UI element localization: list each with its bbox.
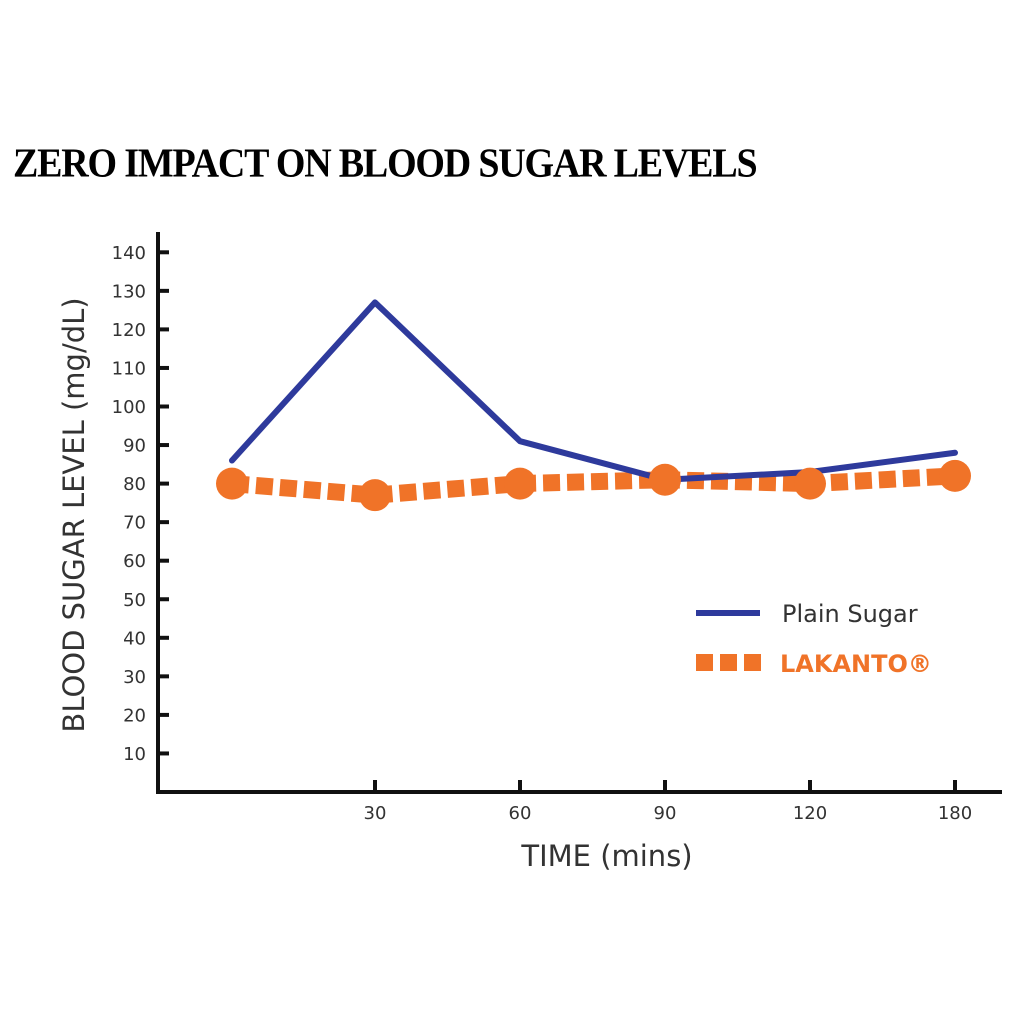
x-tick-label: 30 [364,803,387,824]
x-axis-title: TIME (mins) [520,839,692,873]
y-tick-label: 130 [112,281,146,302]
axes [156,232,1002,794]
y-tick-label: 110 [112,358,146,379]
y-tick-label: 70 [123,513,146,534]
legend-swatch-square [720,654,737,671]
x-tick-label: 120 [793,803,827,824]
series-line-lakanto [231,467,956,504]
y-tick-label: 80 [123,474,146,495]
legend-swatch-square [744,654,761,671]
legend-swatch-lakanto [696,654,761,671]
y-tick-label: 90 [123,436,146,457]
y-tick-label: 50 [123,590,146,611]
legend: Plain Sugar LAKANTO® [696,600,932,678]
data-point-lakanto [649,463,681,496]
chart-title: ZERO IMPACT ON BLOOD SUGAR LEVELS [13,141,758,187]
series-line-plain-sugar [229,299,958,483]
legend-label-lakanto: LAKANTO® [780,650,932,678]
data-point-lakanto [359,479,391,512]
x-tick-label: 90 [654,803,677,824]
y-tick-label: 120 [112,320,146,341]
legend-swatch-square [696,654,713,671]
y-tick-label: 140 [112,243,146,264]
x-tick-label: 180 [938,803,972,824]
data-point-lakanto [939,459,971,492]
y-tick-label: 100 [112,397,146,418]
y-tick-label: 20 [123,705,146,726]
y-tick-label: 40 [123,628,146,649]
series-layer [216,299,971,512]
y-axis-title: BLOOD SUGAR LEVEL (mg/dL) [57,297,91,732]
data-point-lakanto [504,467,536,500]
y-tick-label: 10 [123,744,146,765]
legend-label-plain-sugar: Plain Sugar [782,600,918,628]
y-tick-label: 30 [123,667,146,688]
x-tick-label: 60 [509,803,532,824]
data-point-lakanto [216,467,248,500]
y-tick-label: 60 [123,551,146,572]
x-ticks: 30 60 90 120 180 [364,780,972,824]
data-point-lakanto [794,467,826,500]
y-ticks: 10 20 30 40 50 60 70 80 90 100 110 120 130 140 [112,243,169,765]
